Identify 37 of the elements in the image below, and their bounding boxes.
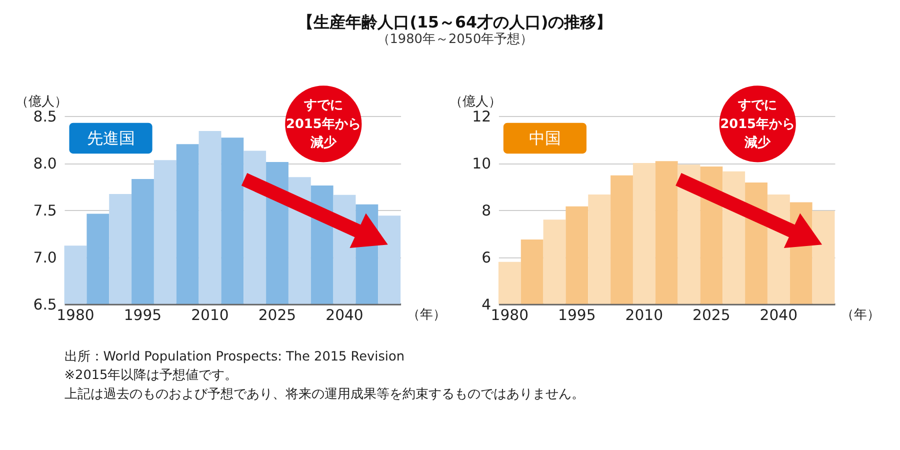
text: 先進国: [86, 128, 135, 148]
annotation: 2015年から: [720, 116, 795, 132]
x-tick-label: 2010: [191, 307, 229, 324]
text: 中国: [528, 128, 561, 148]
x-tick-label: 1980: [490, 307, 529, 324]
y-tick-label: 12: [472, 108, 492, 126]
x-tick-label: 1980: [56, 307, 94, 324]
text: すでに: [302, 98, 343, 114]
annotation: 減少: [309, 136, 338, 151]
text: すでに: [737, 98, 778, 114]
y-axis-title: （億人）: [15, 94, 68, 110]
y-tick-label: 8: [482, 202, 492, 220]
annotation: 減少: [744, 136, 772, 151]
text: （1980年～2050年予想）: [376, 32, 534, 48]
x-tick-label: 1995: [124, 307, 162, 324]
y-tick-label: 10: [472, 155, 492, 172]
y-tick-label: 8.0: [33, 155, 57, 172]
y-axis-title: （億人）: [450, 94, 502, 110]
x-tick-label: 2040: [326, 307, 364, 324]
y-tick-label: 4: [482, 296, 492, 314]
y-tick-label: 7.0: [33, 249, 57, 266]
text: 出所：World Population Prospects: The 2015 Revision: [64, 349, 404, 364]
x-tick-label: 1995: [558, 307, 596, 324]
x-tick-label: 2025: [692, 307, 730, 324]
y-tick-label: 6.5: [33, 296, 57, 314]
y-tick-label: 7.5: [33, 202, 57, 220]
annotation: 2015年から: [286, 116, 361, 132]
x-axis-title: （年）: [841, 307, 880, 322]
x-axis-title: （年）: [406, 307, 446, 322]
text: 上記は過去のものおよび予想であり、将来の運用成果等を約束するものではありません。: [64, 386, 584, 402]
x-tick-label: 2040: [760, 307, 798, 324]
text: ※2015年以降は予想値です。: [64, 368, 238, 384]
y-tick-label: 8.5: [33, 108, 57, 126]
x-tick-label: 2025: [258, 307, 296, 324]
x-tick-label: 2010: [625, 307, 664, 324]
text: 【生産年齢人口(15～64才の人口)の推移】: [298, 12, 612, 32]
y-tick-label: 6: [482, 249, 492, 266]
